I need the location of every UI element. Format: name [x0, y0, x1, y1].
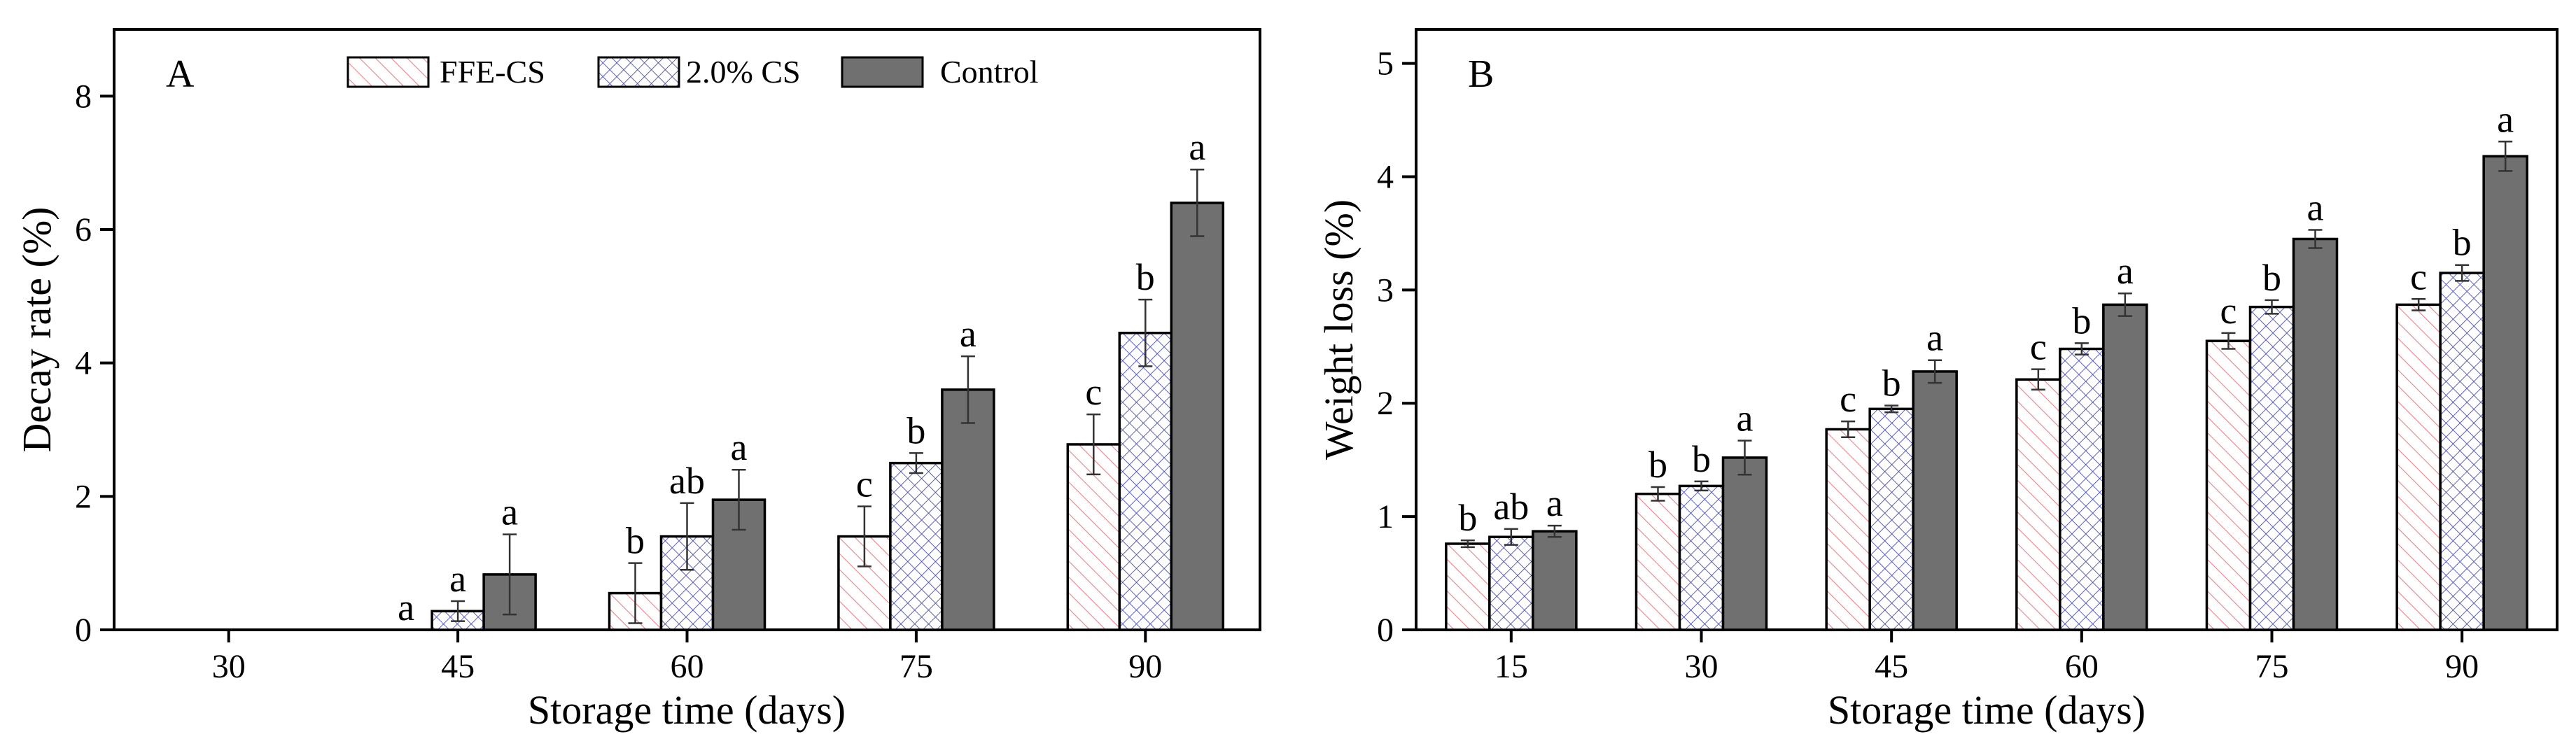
bar-2-0-cs-90 — [1118, 332, 1173, 631]
bar-control-90 — [1170, 202, 1225, 631]
y-axis-title: Weight loss (%) — [1316, 199, 1362, 460]
y-tick-label: 0 — [1377, 612, 1394, 649]
legend-swatch-ffe-cs — [346, 56, 430, 88]
bar-ffe-cs-90 — [2395, 303, 2442, 631]
significance-label: b — [1648, 444, 1667, 486]
significance-label: a — [2307, 187, 2324, 229]
x-tick-label: 45 — [1875, 648, 1908, 685]
bar-2-0-cs-60 — [2059, 347, 2105, 631]
significance-label: ab — [669, 460, 705, 502]
significance-label: a — [2117, 250, 2134, 292]
significance-label: a — [501, 491, 518, 533]
bar-control-90 — [2482, 155, 2528, 631]
bar-control-75 — [941, 388, 995, 631]
legend-label-2-0-cs: 2.0% CS — [686, 54, 801, 90]
y-tick-label: 2 — [1377, 385, 1394, 422]
x-tick-label: 90 — [1128, 648, 1162, 685]
y-tick-label: 2 — [75, 478, 92, 515]
bar-ffe-cs-30 — [1634, 492, 1681, 631]
significance-label: b — [1692, 438, 1711, 480]
bar-ffe-cs-15 — [1445, 542, 1491, 631]
bar-control-15 — [1532, 530, 1578, 631]
significance-label: a — [1737, 397, 1754, 439]
significance-label: c — [1085, 371, 1102, 413]
bar-2-0-cs-45 — [1868, 407, 1914, 631]
significance-label: a — [1546, 482, 1563, 524]
significance-label: a — [2497, 98, 2514, 140]
weight-loss-chart: B Weight loss (%) Storage time (days) 0 1… — [1316, 28, 2558, 733]
bar-2-0-cs-15 — [1488, 535, 1534, 631]
significance-label: b — [1458, 497, 1477, 539]
y-tick-label: 6 — [75, 211, 92, 248]
bar-ffe-cs-60 — [2015, 378, 2062, 631]
bar-control-45 — [1912, 370, 1958, 631]
significance-label: a — [731, 426, 748, 468]
y-axis-title: Decay rate (%) — [14, 207, 59, 453]
x-tick-label: 60 — [2065, 648, 2099, 685]
bar-control-30 — [1721, 456, 1768, 631]
y-tick-label: 0 — [75, 612, 92, 649]
significance-label: a — [960, 313, 976, 355]
x-tick-label: 15 — [1494, 648, 1528, 685]
x-axis-title: Storage time (days) — [528, 687, 846, 733]
plot-frame — [1415, 28, 2558, 631]
x-tick-label: 30 — [1685, 648, 1718, 685]
significance-label: c — [2410, 255, 2427, 297]
bar-ffe-cs-45 — [1825, 428, 1871, 631]
x-tick-label: 30 — [212, 648, 246, 685]
y-tick-label: 1 — [1377, 498, 1394, 535]
significance-label: b — [1136, 256, 1155, 298]
decay-rate-chart: A Decay rate (%) Storage time (days) 0 2 4… — [14, 28, 1261, 733]
significance-label: c — [2030, 326, 2047, 368]
bar-control-75 — [2292, 237, 2339, 631]
significance-label: c — [2220, 290, 2237, 332]
significance-label: c — [856, 463, 873, 505]
significance-label: c — [1840, 378, 1856, 420]
significance-label: b — [1882, 362, 1901, 404]
panel-label: A — [166, 52, 195, 96]
bar-2-0-cs-90 — [2439, 272, 2485, 631]
legend-label-control: Control — [940, 54, 1039, 90]
bar-2-0-cs-75 — [889, 461, 944, 631]
legend: FFE-CS 2.0% CS Control — [346, 54, 1039, 90]
legend-swatch-control — [841, 56, 924, 88]
legend-label-ffe-cs: FFE-CS — [440, 54, 545, 90]
significance-label: b — [906, 409, 925, 451]
y-tick-label: 4 — [1377, 158, 1394, 195]
y-tick-label: 5 — [1377, 45, 1394, 83]
bar-2-0-cs-30 — [1678, 484, 1725, 631]
y-tick-label: 4 — [75, 345, 92, 382]
y-tick-label: 8 — [75, 78, 92, 115]
significance-label: b — [2453, 222, 2472, 264]
significance-label: a — [1189, 126, 1205, 168]
bar-ffe-cs-75 — [2205, 339, 2252, 631]
bar-control-60 — [2102, 303, 2148, 631]
significance-label: ab — [1493, 486, 1529, 528]
axis-ticks: 0 2 4 6 8 30 45 60 75 90 — [75, 78, 1162, 685]
x-tick-label: 75 — [2255, 648, 2289, 685]
x-axis-title: Storage time (days) — [1828, 687, 2146, 733]
significance-label: a — [398, 586, 414, 628]
bar-2-0-cs-75 — [2248, 305, 2295, 631]
x-tick-label: 90 — [2445, 648, 2479, 685]
x-tick-label: 45 — [441, 648, 475, 685]
legend-swatch-2-0-cs — [597, 56, 680, 88]
x-tick-label: 60 — [671, 648, 704, 685]
significance-label: a — [1926, 317, 1943, 359]
significance-label: b — [2262, 257, 2281, 299]
significance-label: b — [2072, 300, 2091, 342]
y-tick-label: 3 — [1377, 272, 1394, 309]
panel-label: B — [1468, 52, 1494, 96]
significance-label: a — [449, 558, 466, 600]
significance-label: b — [626, 520, 645, 562]
x-tick-label: 75 — [899, 648, 933, 685]
